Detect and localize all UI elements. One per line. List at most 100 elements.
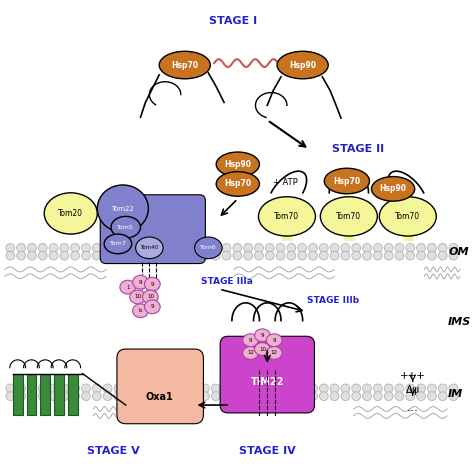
Ellipse shape (49, 243, 58, 252)
Ellipse shape (276, 392, 285, 401)
Ellipse shape (201, 384, 210, 393)
Ellipse shape (341, 243, 350, 252)
Text: 9: 9 (261, 333, 264, 338)
Text: Oxa1: Oxa1 (146, 392, 173, 402)
Text: Δψ: Δψ (406, 385, 420, 395)
Ellipse shape (438, 243, 447, 252)
Ellipse shape (438, 384, 447, 393)
Ellipse shape (298, 392, 307, 401)
Ellipse shape (287, 392, 296, 401)
Text: 9: 9 (249, 337, 252, 343)
Ellipse shape (27, 392, 36, 401)
Ellipse shape (17, 392, 26, 401)
Ellipse shape (319, 243, 328, 252)
Text: Tom6: Tom6 (200, 245, 217, 250)
Ellipse shape (255, 243, 264, 252)
Ellipse shape (211, 251, 220, 260)
Bar (54, 374, 64, 415)
Ellipse shape (352, 392, 361, 401)
Ellipse shape (222, 384, 231, 393)
Ellipse shape (406, 243, 415, 252)
Ellipse shape (60, 243, 69, 252)
Ellipse shape (216, 172, 259, 196)
Ellipse shape (17, 243, 26, 252)
Ellipse shape (38, 243, 47, 252)
Ellipse shape (341, 384, 350, 393)
Text: +++: +++ (400, 371, 426, 381)
Text: 10: 10 (259, 347, 266, 352)
Text: IM: IM (448, 389, 464, 399)
Text: Hsp70: Hsp70 (171, 60, 198, 69)
Ellipse shape (324, 168, 370, 194)
Ellipse shape (449, 384, 458, 393)
Ellipse shape (233, 251, 242, 260)
Ellipse shape (27, 243, 36, 252)
Bar (282, 220, 292, 240)
Ellipse shape (372, 177, 415, 201)
Ellipse shape (384, 251, 393, 260)
Text: Tom70: Tom70 (395, 212, 420, 221)
Ellipse shape (190, 392, 199, 401)
Ellipse shape (133, 304, 148, 317)
Ellipse shape (266, 347, 282, 359)
Text: + ATP: + ATP (273, 178, 298, 188)
Bar (344, 220, 354, 240)
Ellipse shape (130, 290, 146, 304)
Ellipse shape (374, 384, 382, 393)
Text: STAGE I: STAGE I (209, 16, 257, 26)
Ellipse shape (38, 251, 47, 260)
Ellipse shape (133, 275, 148, 289)
Ellipse shape (265, 243, 274, 252)
Ellipse shape (38, 384, 47, 393)
Ellipse shape (145, 278, 160, 291)
Ellipse shape (49, 392, 58, 401)
Ellipse shape (190, 251, 199, 260)
Ellipse shape (341, 392, 350, 401)
Text: Hsp70: Hsp70 (333, 177, 360, 186)
Ellipse shape (233, 384, 242, 393)
Text: 1: 1 (126, 285, 129, 289)
FancyBboxPatch shape (117, 349, 203, 424)
Ellipse shape (6, 392, 15, 401)
Ellipse shape (6, 384, 15, 393)
Ellipse shape (146, 384, 155, 393)
Ellipse shape (92, 251, 101, 260)
Ellipse shape (111, 217, 140, 238)
Ellipse shape (374, 243, 382, 252)
Ellipse shape (92, 384, 101, 393)
Ellipse shape (49, 384, 58, 393)
Text: TIM22: TIM22 (251, 377, 284, 387)
Text: Tom5: Tom5 (118, 225, 134, 230)
Text: 12: 12 (271, 350, 278, 356)
Ellipse shape (211, 392, 220, 401)
Ellipse shape (374, 251, 382, 260)
Ellipse shape (287, 243, 296, 252)
Ellipse shape (438, 392, 447, 401)
Ellipse shape (114, 384, 123, 393)
Ellipse shape (6, 251, 15, 260)
Text: STAGE IIIa: STAGE IIIa (201, 277, 253, 286)
Ellipse shape (125, 392, 134, 401)
Ellipse shape (309, 384, 318, 393)
Ellipse shape (309, 243, 318, 252)
Ellipse shape (44, 193, 97, 234)
Ellipse shape (417, 392, 426, 401)
Ellipse shape (244, 384, 253, 393)
Ellipse shape (330, 384, 339, 393)
Ellipse shape (320, 197, 377, 236)
Text: 9: 9 (273, 337, 276, 343)
Ellipse shape (330, 392, 339, 401)
Ellipse shape (168, 251, 177, 260)
Ellipse shape (82, 243, 91, 252)
Ellipse shape (244, 243, 253, 252)
Bar (27, 374, 36, 415)
Ellipse shape (428, 392, 436, 401)
Text: STAGE IV: STAGE IV (239, 446, 296, 456)
Ellipse shape (157, 384, 166, 393)
Ellipse shape (395, 251, 404, 260)
Ellipse shape (82, 392, 91, 401)
Ellipse shape (244, 251, 253, 260)
Ellipse shape (265, 251, 274, 260)
Text: 9: 9 (139, 280, 142, 285)
Ellipse shape (255, 251, 264, 260)
